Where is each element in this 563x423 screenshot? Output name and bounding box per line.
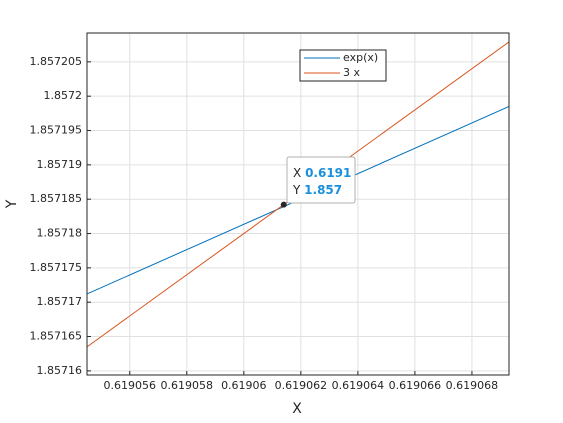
axes-box (86, 32, 510, 376)
x-tick-label: 0.619066 (389, 379, 442, 392)
y-tick-label: 1.857165 (30, 330, 83, 343)
x-tick-label: 0.619056 (104, 379, 157, 392)
ticks: 0.619056 0.619058 0.61906 0.619062 0.619064 0… (30, 55, 499, 392)
y-tick-label: 1.857195 (30, 124, 83, 137)
y-tick-label: 1.85719 (37, 158, 83, 171)
datatip-x-prefix: X (293, 166, 301, 180)
legend-box (299, 49, 387, 82)
datatip-y-prefix: Y (292, 183, 301, 197)
y-tick-label: 1.857205 (30, 55, 83, 68)
y-tick-label: 1.85717 (37, 295, 83, 308)
x-tick-label: 0.619058 (161, 379, 214, 392)
datatip-box (286, 156, 356, 204)
datatip-x-value: 0.6191 (305, 166, 351, 180)
x-tick-label: 0.619062 (275, 379, 328, 392)
y-tick-label: 1.85716 (37, 364, 83, 377)
datatip: X 0.6191 Y 1.857 (286, 156, 356, 204)
legend-label: exp(x) (343, 51, 378, 64)
datatip-y: Y 1.857 (292, 183, 342, 197)
y-tick-label: 1.857185 (30, 192, 83, 205)
legend: exp(x) 3 x (299, 49, 387, 82)
x-tick-label: 0.61906 (221, 379, 267, 392)
datatip-marker (280, 201, 287, 208)
y-tick-label: 1.8572 (44, 89, 83, 102)
y-tick-label: 1.85718 (37, 227, 83, 240)
y-axis-label: Y (4, 199, 20, 209)
datatip-y-value: 1.857 (304, 183, 342, 197)
datatip-x: X 0.6191 (293, 166, 351, 180)
legend-label: 3 x (343, 66, 360, 79)
x-tick-label: 0.619068 (446, 379, 499, 392)
x-axis-label: X (292, 401, 302, 417)
x-tick-label: 0.619064 (332, 379, 385, 392)
y-tick-label: 1.857175 (30, 261, 83, 274)
